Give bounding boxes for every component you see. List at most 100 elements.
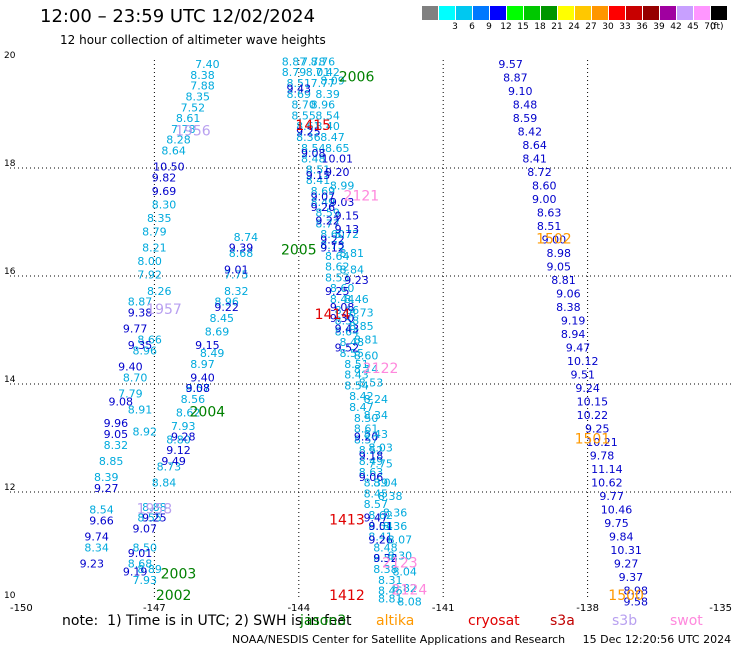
legend-label: 18 <box>534 22 546 32</box>
legend-swatch <box>422 6 438 20</box>
data-point-label: 9.22 <box>214 301 239 314</box>
data-point-label: 8.01 <box>306 66 331 79</box>
data-point-label: 9.27 <box>94 482 119 495</box>
data-point-label: 9.26 <box>311 201 336 214</box>
data-point-label: 7.79 <box>118 388 143 401</box>
data-point-label: 9.32 <box>373 552 398 565</box>
data-point-label: 8.62 <box>325 261 350 274</box>
data-point-label: 8.53 <box>359 377 384 390</box>
data-point-label: 8.34 <box>84 541 109 554</box>
legend-label: 70 <box>704 22 716 32</box>
data-point-label: 8.58 <box>335 315 360 328</box>
data-point-label: 8.08 <box>397 595 422 608</box>
data-point-label: 8.89 <box>137 563 162 576</box>
data-point-label: 8.63 <box>359 466 384 479</box>
data-point-label: 8.62 <box>368 509 393 522</box>
data-point-label: 8.07 <box>388 533 413 546</box>
data-point-label: 8.84 <box>152 477 177 490</box>
legend-swatch <box>439 6 455 20</box>
data-point-label: 9.15 <box>335 209 360 222</box>
legend-label: 6 <box>469 22 475 32</box>
data-point-label: 8.49 <box>200 347 225 360</box>
data-point-label: 9.35 <box>128 339 153 352</box>
data-point-label: 9.51 <box>571 369 596 382</box>
data-point-label: 10.01 <box>322 153 354 166</box>
data-point-label: 8.46 <box>344 293 369 306</box>
time-label: 1502 <box>536 232 572 248</box>
data-point-label: 7.77 <box>311 77 336 90</box>
data-point-label: 8.14 <box>354 363 379 376</box>
legend-label: 33 <box>619 22 631 32</box>
time-label: 1415 <box>295 118 331 134</box>
data-point-label: 8.57 <box>364 498 389 511</box>
time-label: 1414 <box>315 307 351 323</box>
data-point-label: 9.74 <box>84 531 109 544</box>
time-label: 2121 <box>344 188 380 204</box>
time-label: 1501 <box>575 431 611 447</box>
mission-label-swot: swot <box>670 613 703 629</box>
data-point-label: 7.93 <box>133 574 158 587</box>
data-point-label: 8.00 <box>137 255 162 268</box>
data-point-label: 8.87 <box>128 296 153 309</box>
data-point-label: 10.46 <box>601 504 633 517</box>
data-point-label: 8.41 <box>522 153 547 166</box>
legend-swatch <box>643 6 659 20</box>
data-point-label: 7.40 <box>195 58 220 71</box>
data-point-label: 8.73 <box>349 307 374 320</box>
data-point-label: 8.39 <box>315 88 340 101</box>
data-point-label: 9.30 <box>330 312 355 325</box>
data-point-label: 8.55 <box>137 512 162 525</box>
data-point-label: 8.50 <box>133 541 158 554</box>
data-point-label: 8.24 <box>364 393 389 406</box>
data-point-label: 8.54 <box>315 109 340 122</box>
data-point-label: 8.61 <box>296 120 321 133</box>
data-point-label: 8.49 <box>359 455 384 468</box>
data-point-label: 8.54 <box>89 504 114 517</box>
data-point-label: 8.79 <box>282 66 307 79</box>
data-point-label: 8.63 <box>537 207 562 220</box>
data-point-label: 8.69 <box>205 325 230 338</box>
x-tick-label: -138 <box>576 603 599 614</box>
time-label: 1412 <box>329 588 365 604</box>
data-point-label: 9.40 <box>118 361 143 374</box>
data-point-label: 9.47 <box>566 342 591 355</box>
data-point-label: 8.70 <box>291 99 316 112</box>
data-point-label: 8.03 <box>368 442 393 455</box>
data-point-label: 8.36 <box>296 131 321 144</box>
data-point-label: 10.50 <box>153 161 185 174</box>
data-point-label: 8.64 <box>325 250 350 263</box>
data-point-label: 8.69 <box>311 185 336 198</box>
data-point-label: 8.98 <box>546 247 571 260</box>
data-point-label: 8.72 <box>527 166 552 179</box>
data-point-label: 8.60 <box>532 180 557 193</box>
data-point-label: 9.25 <box>142 512 167 525</box>
data-point-label: 9.22 <box>320 234 345 247</box>
data-point-label: 8.45 <box>364 487 389 500</box>
data-point-label: 8.43 <box>364 428 389 441</box>
data-point-label: 9.37 <box>619 571 644 584</box>
data-point-label: 8.77 <box>315 217 340 230</box>
data-point-label: 9.07 <box>311 190 336 203</box>
data-point-label: 8.48 <box>339 336 364 349</box>
data-point-label: 8.04 <box>392 566 417 579</box>
data-point-label: 8.56 <box>181 393 206 406</box>
data-point-label: 9.05 <box>104 428 129 441</box>
data-point-label: 8.47 <box>349 401 374 414</box>
data-point-label: 9.06 <box>359 471 384 484</box>
data-point-label: 8.73 <box>157 460 182 473</box>
data-point-label: 8.60 <box>330 282 355 295</box>
y-tick-label: 18 <box>4 159 16 169</box>
units-note: note: 1) Time is in UTC; 2) SWH is in fe… <box>62 613 352 629</box>
data-point-label: 8.31 <box>378 574 403 587</box>
legend-swatch <box>677 6 693 20</box>
data-point-label: 8.96 <box>311 99 336 112</box>
data-point-label: 9.08 <box>301 147 326 160</box>
data-point-label: 8.41 <box>306 174 331 187</box>
x-tick-label: -135 <box>709 603 732 614</box>
time-label: 2005 <box>281 242 317 258</box>
data-point-label: 8.51 <box>344 358 369 371</box>
data-point-label: 8.87 <box>503 72 528 85</box>
data-point-label: 9.43 <box>287 82 312 95</box>
credit-line: NOAA/NESDIS Center for Satellite Applica… <box>232 633 732 646</box>
